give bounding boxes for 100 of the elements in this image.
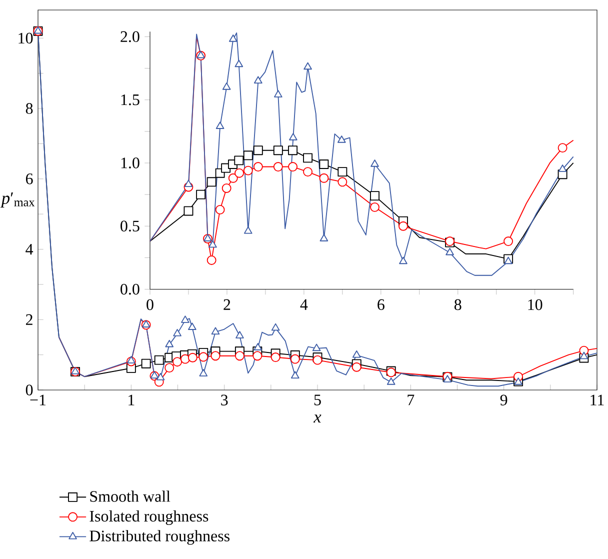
x-tick-label: 10: [528, 299, 542, 310]
point: [243, 166, 253, 176]
y-tick-label: 0.0: [120, 284, 140, 295]
point: [154, 355, 164, 365]
point: [198, 352, 208, 362]
legend-label: Smooth wall: [90, 490, 170, 502]
point: [254, 343, 262, 350]
point: [252, 351, 262, 361]
point: [319, 173, 329, 183]
x-tick-label: 8: [454, 299, 462, 310]
y-tick-label: 10: [18, 32, 33, 44]
x-tick-label: 3: [221, 394, 228, 406]
point: [338, 167, 348, 177]
y-tick-label: 0.5: [120, 220, 140, 232]
x-tick-label: 1: [128, 394, 134, 406]
point: [222, 82, 231, 90]
point: [290, 371, 300, 379]
point: [370, 191, 380, 201]
point: [398, 221, 408, 231]
point: [222, 183, 232, 193]
point: [446, 248, 454, 256]
point: [319, 160, 329, 169]
y-tick-label: 0: [26, 384, 33, 396]
point: [208, 240, 217, 248]
point: [443, 375, 452, 382]
point: [253, 162, 263, 172]
point: [399, 256, 408, 264]
point: [206, 255, 216, 265]
point: [210, 351, 220, 361]
point: [337, 136, 346, 143]
point: [142, 320, 150, 328]
point: [288, 146, 298, 156]
legend-label: Distributed roughness: [90, 530, 230, 545]
x-axis-title: x: [313, 414, 322, 423]
point: [504, 256, 512, 264]
point: [184, 180, 193, 188]
x-tick-label: 9: [500, 394, 508, 406]
point: [206, 177, 216, 187]
point: [320, 234, 328, 242]
point: [303, 153, 313, 163]
point: [156, 372, 165, 380]
x-tick-label: 4: [300, 299, 308, 310]
point: [288, 162, 298, 172]
point: [184, 206, 194, 216]
point: [173, 328, 182, 336]
point: [188, 352, 198, 362]
point: [304, 62, 312, 70]
legend-label: Isolated roughness: [90, 510, 208, 525]
point: [141, 358, 151, 368]
point: [352, 350, 361, 358]
point: [273, 162, 283, 172]
y-tick-label: 1.5: [121, 94, 140, 106]
point: [236, 331, 244, 338]
point: [338, 177, 348, 187]
point: [196, 190, 206, 200]
point: [558, 164, 567, 172]
point: [558, 143, 568, 153]
point: [243, 150, 253, 160]
x-tick-label: 0: [146, 299, 154, 310]
point: [234, 156, 244, 166]
point: [386, 378, 396, 385]
point: [181, 316, 190, 323]
point: [580, 352, 588, 360]
point: [352, 362, 362, 372]
x-tick-label: 2: [224, 299, 230, 310]
y-tick-label: 2.0: [120, 31, 140, 42]
x-tick-label: 5: [314, 394, 321, 406]
point: [370, 160, 379, 167]
y-tick-label: 4: [26, 244, 34, 255]
point: [188, 322, 196, 330]
point: [370, 202, 380, 212]
point: [228, 173, 238, 183]
point: [199, 369, 208, 376]
point: [273, 146, 283, 156]
point: [254, 76, 262, 84]
y-tick-label: 8: [26, 103, 33, 114]
point: [312, 344, 321, 352]
point: [244, 226, 252, 234]
point: [271, 323, 280, 331]
x-tick-label: 7: [408, 394, 414, 406]
point: [165, 340, 174, 348]
point: [274, 90, 282, 98]
y-tick-label: 1.0: [121, 158, 140, 168]
point: [290, 354, 300, 364]
y-tick-label: 2: [26, 314, 32, 325]
point: [234, 60, 244, 68]
point: [289, 132, 298, 140]
y-tick-label: 6: [26, 173, 33, 184]
x-tick-label: −1: [30, 394, 46, 406]
point: [504, 236, 514, 246]
y-axis-title: p′$_{max}$: [0, 192, 35, 208]
point: [172, 357, 182, 367]
point: [253, 146, 263, 156]
x-tick-label: 6: [378, 299, 384, 310]
point: [216, 122, 224, 129]
point: [234, 351, 244, 361]
point: [234, 168, 244, 178]
point: [228, 34, 238, 42]
point: [270, 352, 280, 362]
point: [312, 355, 322, 365]
